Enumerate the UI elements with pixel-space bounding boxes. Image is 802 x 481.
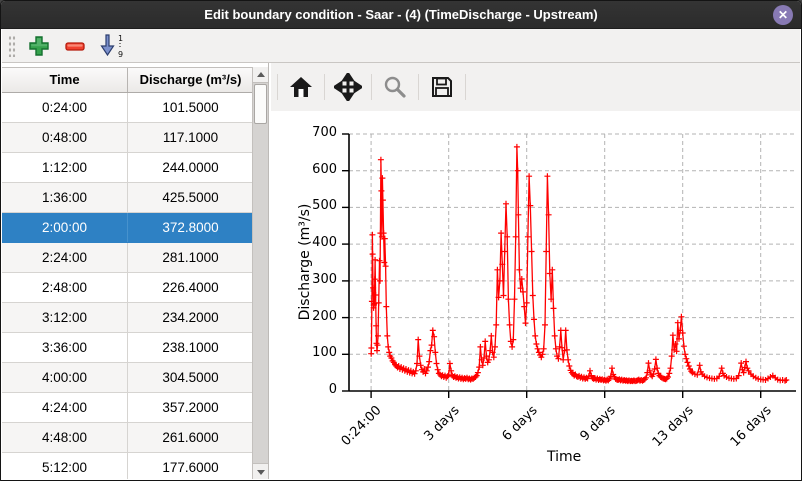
figure[interactable]: Time Discharge (m³/s) 0 100 200 300 400 500 60… <box>271 111 800 479</box>
discharge-cell[interactable]: 304.5000 <box>162 370 219 385</box>
sort-digit-bottom: 9 <box>118 50 123 59</box>
y-tick-label: 400 <box>312 235 337 251</box>
table-scrollbar[interactable] <box>252 67 268 479</box>
toolbar-grip-handle[interactable] <box>8 34 16 57</box>
time-cell[interactable]: 1:12:00 <box>2 153 128 182</box>
time-cell[interactable]: 5:12:00 <box>2 453 128 479</box>
time-cell[interactable]: 0:48:00 <box>2 123 128 152</box>
remove-row-button[interactable] <box>62 33 88 59</box>
discharge-cell[interactable]: 117.1000 <box>162 130 219 145</box>
time-discharge-table: Time Discharge (m³/s) 0:24:00 101.5000 0:4… <box>2 63 269 479</box>
discharge-cell[interactable]: 101.5000 <box>162 100 219 115</box>
discharge-cell[interactable]: 261.6000 <box>162 430 219 445</box>
table-row[interactable]: 2:48:00 226.4000 <box>2 273 253 303</box>
scroll-up-icon <box>257 72 265 77</box>
time-cell[interactable]: 4:24:00 <box>2 393 128 422</box>
table-toolbar: 1 9 <box>2 29 800 63</box>
zoom-to-rect-button[interactable] <box>378 70 412 104</box>
time-cell[interactable]: 2:48:00 <box>2 273 128 302</box>
discharge-cell[interactable]: 372.8000 <box>162 220 219 235</box>
chart-panel: Time Discharge (m³/s) 0 100 200 300 400 500 60… <box>271 63 800 479</box>
table-row[interactable]: 1:36:00 425.5000 <box>2 183 253 213</box>
time-cell[interactable]: 0:24:00 <box>2 93 128 122</box>
pan-button[interactable] <box>331 70 365 104</box>
table-row[interactable]: 4:48:00 261.6000 <box>2 423 253 453</box>
discharge-cell[interactable]: 244.0000 <box>162 160 219 175</box>
home-icon <box>290 77 312 97</box>
table-row[interactable]: 0:24:00 101.5000 <box>2 93 253 123</box>
table-row[interactable]: 5:12:00 177.6000 <box>2 453 253 479</box>
table-row[interactable]: 2:00:00 372.8000 <box>2 213 253 243</box>
table-row[interactable]: 4:00:00 304.5000 <box>2 363 253 393</box>
sort-ascending-icon: 1 9 <box>100 34 123 59</box>
table-header: Time Discharge (m³/s) <box>2 67 253 93</box>
discharge-cell[interactable]: 425.5000 <box>162 190 219 205</box>
titlebar[interactable]: Edit boundary condition - Saar - (4) (Ti… <box>1 1 801 29</box>
y-tick-label: 300 <box>312 271 337 287</box>
y-tick-label: 500 <box>312 198 337 214</box>
time-cell[interactable]: 2:24:00 <box>2 243 128 272</box>
table-row[interactable]: 3:36:00 238.1000 <box>2 333 253 363</box>
table-row[interactable]: 1:12:00 244.0000 <box>2 153 253 183</box>
discharge-cell[interactable]: 226.4000 <box>162 280 219 295</box>
table-row[interactable]: 0:48:00 117.1000 <box>2 123 253 153</box>
floppy-save-icon <box>432 77 452 97</box>
time-cell[interactable]: 1:36:00 <box>2 183 128 212</box>
sort-digit-top: 1 <box>118 34 123 43</box>
magnifier-icon <box>384 76 406 98</box>
move-arrows-icon <box>334 73 362 101</box>
discharge-cell[interactable]: 281.1000 <box>162 250 219 265</box>
save-figure-button[interactable] <box>425 70 459 104</box>
scroll-up-button[interactable] <box>253 67 268 83</box>
close-button[interactable]: ✕ <box>773 5 793 25</box>
y-tick-label: 200 <box>312 308 337 324</box>
table-row[interactable]: 3:12:00 234.2000 <box>2 303 253 333</box>
time-cell[interactable]: 4:48:00 <box>2 423 128 452</box>
x-axis-label: Time <box>547 449 582 465</box>
plot-toolbar <box>271 63 800 111</box>
y-tick-label: 0 <box>328 382 337 397</box>
y-tick-label: 700 <box>312 125 337 140</box>
scroll-down-button[interactable] <box>253 463 268 479</box>
discharge-cell[interactable]: 177.6000 <box>162 460 219 475</box>
y-tick-label: 100 <box>312 345 337 361</box>
home-view-button[interactable] <box>284 70 318 104</box>
minus-icon <box>65 41 85 51</box>
time-cell[interactable]: 2:00:00 <box>2 213 128 242</box>
time-cell[interactable]: 3:12:00 <box>2 303 128 332</box>
plus-icon <box>29 35 49 56</box>
time-cell[interactable]: 4:00:00 <box>2 363 128 392</box>
y-tick-label: 600 <box>312 161 337 177</box>
table-row[interactable]: 2:24:00 281.1000 <box>2 243 253 273</box>
discharge-cell[interactable]: 238.1000 <box>162 340 219 355</box>
scroll-down-icon <box>257 470 265 475</box>
add-row-button[interactable] <box>26 33 52 59</box>
discharge-cell[interactable]: 357.2000 <box>162 400 219 415</box>
sort-rows-button[interactable]: 1 9 <box>98 33 132 59</box>
column-header-discharge[interactable]: Discharge (m³/s) <box>139 72 242 87</box>
discharge-time-plot[interactable] <box>271 111 801 481</box>
window-title: Edit boundary condition - Saar - (4) (Ti… <box>204 7 598 22</box>
time-cell[interactable]: 3:36:00 <box>2 333 128 362</box>
discharge-cell[interactable]: 234.2000 <box>162 310 219 325</box>
table-body: 0:24:00 101.5000 0:48:00 117.1000 1:12:00 244… <box>2 93 253 479</box>
table-row[interactable]: 4:24:00 357.2000 <box>2 393 253 423</box>
scrollbar-thumb[interactable] <box>254 84 267 124</box>
column-header-time[interactable]: Time <box>2 68 128 92</box>
